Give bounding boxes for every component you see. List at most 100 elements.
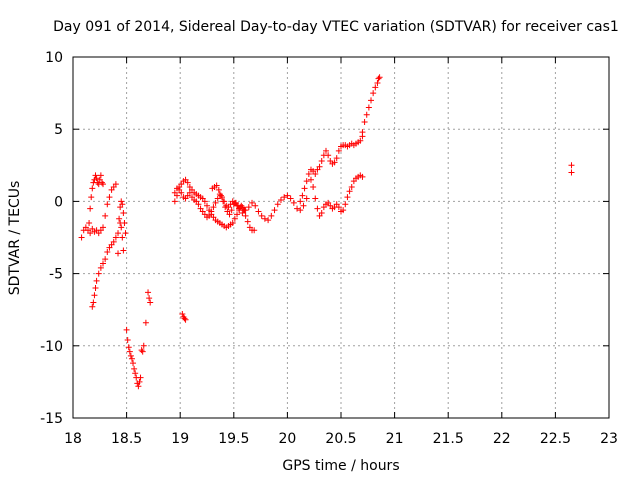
data-point [93, 277, 100, 284]
data-point [312, 195, 319, 202]
x-tick-label: 19.5 [218, 431, 249, 447]
data-point [181, 315, 188, 322]
data-point [90, 299, 97, 306]
x-tick-label: 21.5 [433, 431, 464, 447]
data-point [335, 204, 342, 211]
data-point [249, 199, 256, 206]
data-point [119, 201, 126, 208]
data-point [206, 212, 213, 219]
data-point [100, 260, 107, 267]
data-point [110, 238, 117, 245]
data-point [297, 198, 304, 205]
data-point [86, 220, 93, 227]
data-point [340, 207, 347, 214]
data-point [229, 220, 236, 227]
data-point [89, 303, 96, 310]
data-point [87, 205, 94, 212]
data-point [363, 111, 370, 118]
data-point [92, 285, 99, 292]
data-point [299, 192, 306, 199]
data-point [104, 201, 111, 208]
data-point [127, 352, 134, 359]
data-point [297, 207, 304, 214]
data-point [274, 201, 281, 208]
data-point [112, 234, 119, 241]
data-point [147, 299, 154, 306]
data-point [106, 194, 113, 201]
data-point [231, 215, 238, 222]
data-point [176, 183, 183, 190]
data-point [171, 189, 178, 196]
data-point [130, 360, 137, 367]
data-point [87, 230, 94, 237]
data-point [171, 198, 178, 205]
data-point [213, 182, 220, 189]
data-point [226, 211, 233, 218]
y-tick-label: 10 [45, 50, 63, 66]
data-point [92, 172, 99, 179]
data-point [178, 189, 185, 196]
data-point [100, 224, 107, 231]
data-point [318, 157, 325, 164]
data-point [325, 152, 332, 159]
data-point [208, 208, 215, 215]
data-point [239, 209, 246, 216]
data-point [118, 198, 125, 205]
data-point [139, 348, 146, 355]
data-point [201, 198, 208, 205]
data-point [303, 178, 310, 185]
series-satellite-track-4 [115, 198, 149, 390]
data-point [136, 378, 143, 385]
data-point [97, 172, 104, 179]
x-tick-label: 22 [493, 431, 511, 447]
data-point [91, 292, 98, 299]
data-point [228, 207, 235, 214]
data-point [120, 247, 127, 254]
data-point [375, 75, 382, 82]
data-point [242, 207, 249, 214]
series-satellite-track-1 [78, 181, 119, 241]
x-tick-label: 19 [171, 431, 189, 447]
data-point [307, 176, 314, 183]
y-axis-label: SDTVAR / TECUs [7, 181, 23, 296]
data-point [116, 215, 123, 222]
data-point [100, 181, 107, 188]
data-point [120, 209, 127, 216]
x-tick-label: 21 [386, 431, 404, 447]
data-point [268, 212, 275, 219]
data-point [140, 342, 147, 349]
data-point [146, 295, 153, 302]
data-point [195, 201, 202, 208]
data-point [122, 230, 129, 237]
x-tick-label: 18 [64, 431, 82, 447]
series-satellite-track-5 [145, 289, 154, 306]
data-point [271, 207, 278, 214]
data-point [322, 147, 329, 154]
data-point [242, 212, 249, 219]
data-point [121, 220, 128, 227]
chart-title: Day 091 of 2014, Sidereal Day-to-day VTE… [53, 19, 619, 35]
data-point [374, 79, 381, 86]
data-point [234, 211, 241, 218]
series-satellite-track-11 [297, 133, 366, 205]
series-satellite-track-14 [568, 162, 575, 176]
data-point [125, 344, 132, 351]
data-point [365, 104, 372, 111]
data-point [137, 374, 144, 381]
data-point [88, 194, 95, 201]
data-point [219, 194, 226, 201]
data-point [78, 234, 85, 241]
data-point [210, 204, 217, 211]
x-tick-labels: 18 18.5 19 19.5 20 20.5 21 21.5 22 22.5 23 [64, 431, 618, 447]
data-point [251, 227, 258, 234]
data-point [97, 264, 104, 271]
y-tick-label: -5 [49, 267, 63, 283]
data-point [316, 163, 323, 170]
series-satellite-track-13 [307, 172, 366, 219]
y-tick-labels: 10 5 0 -5 -10 -15 [40, 50, 63, 427]
data-point [370, 90, 377, 97]
data-point [212, 199, 219, 206]
data-point [118, 224, 125, 231]
data-point [102, 256, 109, 263]
